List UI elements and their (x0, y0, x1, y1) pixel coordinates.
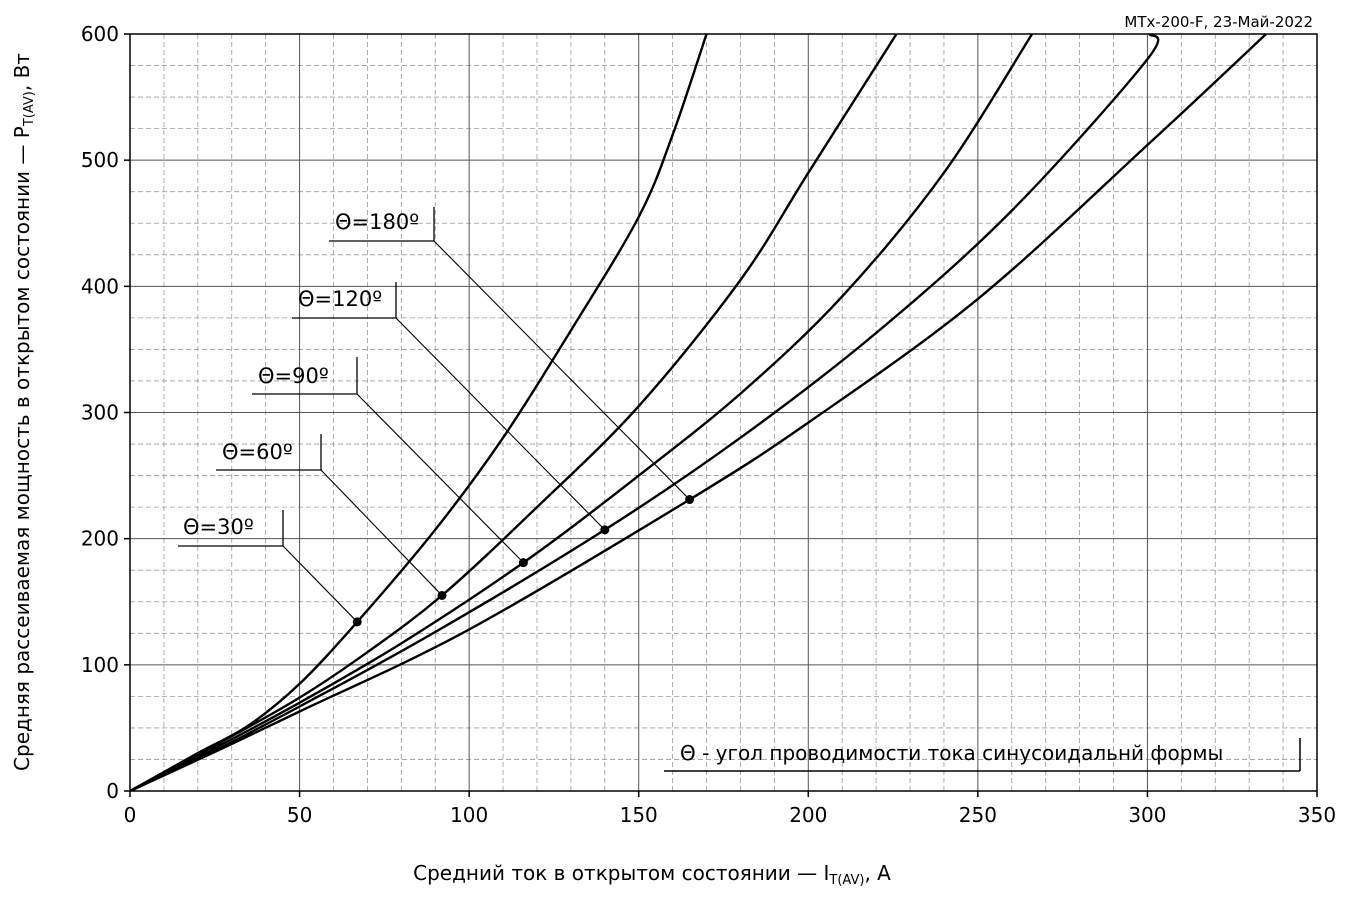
major-grid (129, 33, 1318, 792)
series-1-leader-line (282, 545, 358, 623)
y-axis-title-main: Средняя рассеиваемая мощность в открытом… (10, 126, 34, 771)
x-axis-title-tail: , A (864, 861, 891, 885)
x-tick-label: 200 (789, 803, 827, 827)
series-1-marker (352, 617, 362, 627)
y-tick-label: 200 (81, 527, 119, 551)
x-tick-label: 300 (1128, 803, 1166, 827)
y-axis-title-sub: T(AV) (22, 91, 37, 127)
series-2-label: Θ=60º (222, 440, 293, 464)
series-3-curve (130, 34, 1034, 791)
series-4-label: Θ=120º (298, 287, 382, 311)
y-tick-labels: 0 100 200 300 400 500 600 (81, 22, 130, 803)
y-tick-label: 100 (81, 653, 119, 677)
x-tick-label: 100 (450, 803, 488, 827)
note-text: Θ - угол проводимости тока синусоидальнй… (680, 741, 1223, 765)
series-markers (352, 495, 695, 627)
series-4-curve (130, 34, 1160, 791)
x-tick-label: 0 (124, 803, 137, 827)
series-4-leader-line (395, 317, 606, 531)
series-2-curve (130, 34, 898, 791)
series-labels: Θ=30º Θ=60º Θ=90º Θ=120º Θ=180º (183, 210, 419, 539)
x-axis-title: Средний ток в открытом состоянии — IT(AV… (413, 861, 891, 888)
y-tick-label: 400 (81, 274, 119, 298)
series-curves (130, 34, 1267, 791)
series-3-leader-line (356, 393, 524, 564)
x-axis-title-sub: T(AV) (828, 873, 864, 888)
x-tick-label: 250 (959, 803, 997, 827)
y-axis-title-tail: , Вт (10, 53, 34, 91)
series-2-marker (437, 590, 447, 600)
y-axis-title: Средняя рассеиваемая мощность в открытом… (10, 53, 37, 771)
y-tick-label: 0 (106, 779, 119, 803)
series-3-marker (518, 558, 528, 568)
x-axis-title-main: Средний ток в открытом состоянии — I (413, 861, 829, 885)
series-1-label: Θ=30º (183, 515, 254, 539)
x-tick-label: 50 (287, 803, 312, 827)
series-5-curve (130, 34, 1267, 791)
series-2-leader-line (320, 469, 443, 596)
series-5-leader-line (433, 240, 690, 500)
y-tick-label: 500 (81, 148, 119, 172)
series-5-label: Θ=180º (335, 210, 419, 234)
series-1-curve (130, 34, 708, 791)
series-3-label: Θ=90º (258, 364, 329, 388)
y-tick-label: 300 (81, 401, 119, 425)
x-tick-label: 150 (620, 803, 658, 827)
x-tick-labels: 0 50 100 150 200 250 300 350 (124, 791, 1336, 827)
note-box: Θ - угол проводимости тока синусоидальнй… (664, 738, 1301, 772)
series-4-marker (600, 525, 610, 535)
y-tick-label: 600 (81, 22, 119, 46)
header-note: MTx-200-F, 23-Май-2022 (1124, 13, 1313, 31)
series-5-marker (685, 495, 695, 505)
label-leaders (178, 207, 690, 623)
x-tick-label: 350 (1298, 803, 1336, 827)
